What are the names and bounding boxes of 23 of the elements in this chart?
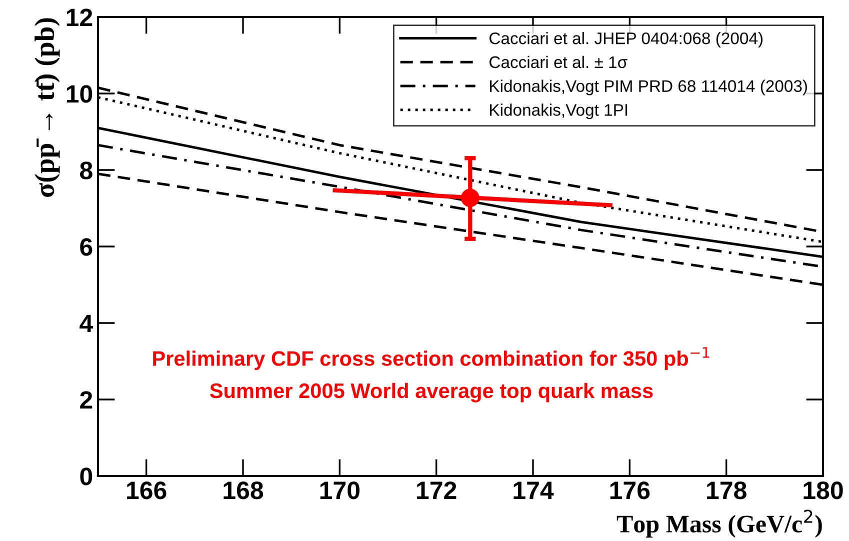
y-tick-label: 10 <box>66 85 92 103</box>
y-tick-label: 2 <box>80 391 92 409</box>
x-tick-label: 180 <box>804 482 843 500</box>
y-axis-title: σ(pp̄ → tt̄) (pb) <box>34 18 60 197</box>
legend-label: Kidonakis,Vogt PIM PRD 68 114014 (2003) <box>490 80 807 96</box>
x-tick-label: 166 <box>127 482 166 500</box>
x-axis-title: Top Mass (GeV/c$^{2}$) <box>616 510 822 538</box>
x-tick-label: 174 <box>514 482 554 499</box>
y-tick-label: 6 <box>80 238 92 256</box>
x-tick-label: 168 <box>224 482 264 500</box>
y-tick-label: 12 <box>66 8 92 26</box>
legend-label: Cacciari et al. ± 1σ <box>490 56 628 68</box>
y-tick-label: 8 <box>80 162 92 180</box>
legend-label: Kidonakis,Vogt 1PI <box>490 104 628 120</box>
y-tick-label: 4 <box>80 314 94 332</box>
x-tick-label: 176 <box>610 482 650 500</box>
annotation: Preliminary CDF cross section combination for 350 pb$^{−1}$ <box>153 347 710 370</box>
annotation: Summer 2005 World average top quark mass <box>210 382 653 402</box>
legend-label: Cacciari et al. JHEP 0404:068 (2004) <box>490 32 762 48</box>
x-tick-label: 178 <box>707 482 746 500</box>
x-tick-label: 170 <box>320 482 360 500</box>
x-tick-label: 172 <box>417 482 456 499</box>
y-tick-label: 0 <box>80 468 92 486</box>
